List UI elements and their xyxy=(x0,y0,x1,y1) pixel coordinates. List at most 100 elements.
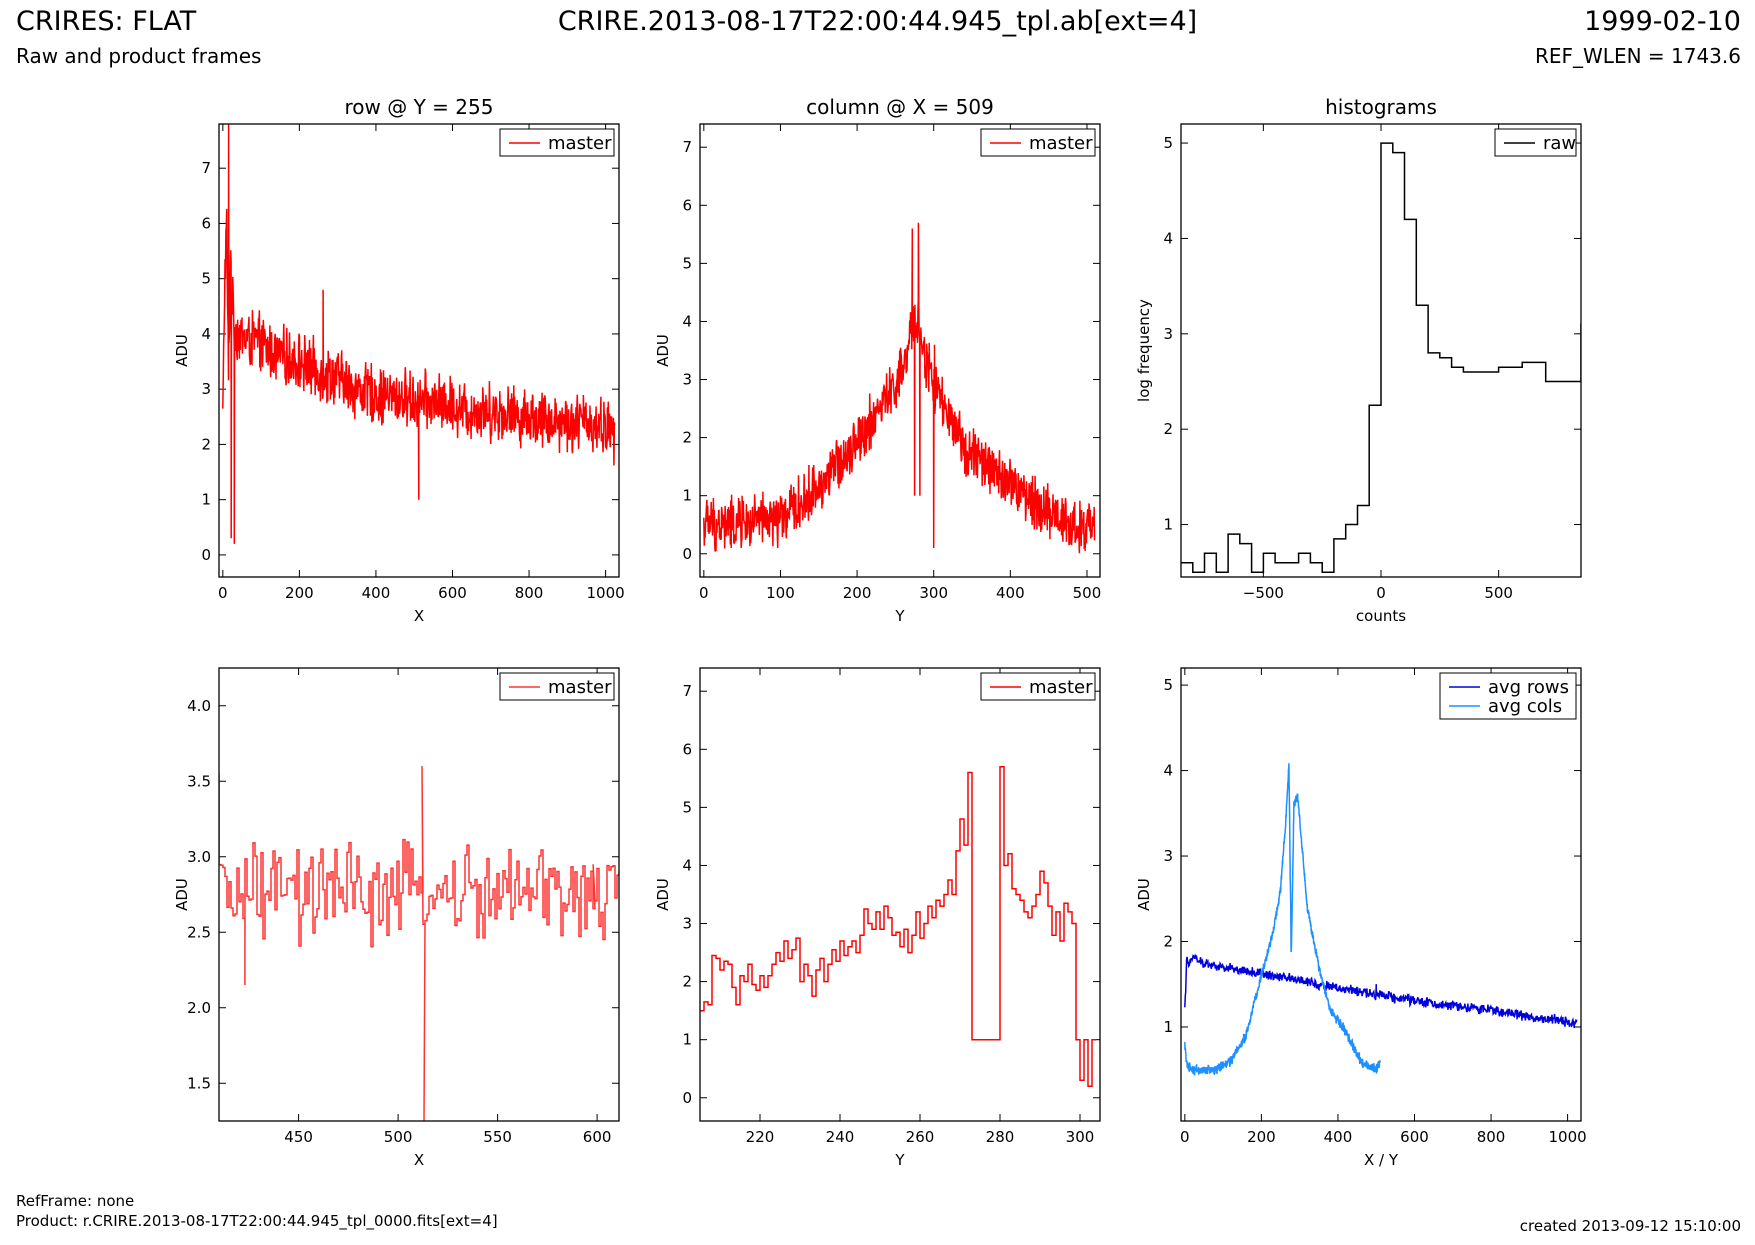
y-tick-label: 2 xyxy=(1163,933,1173,951)
plot-frame xyxy=(218,123,620,578)
legend-box xyxy=(1439,672,1577,720)
y-axis-label: ADU xyxy=(654,334,672,367)
x-tick-label: 800 xyxy=(515,584,544,602)
x-tick-label: 600 xyxy=(438,584,467,602)
y-tick-label: 5 xyxy=(682,798,692,816)
y-tick-label: 2.0 xyxy=(187,999,211,1017)
page-subtitle: Raw and product frames xyxy=(16,44,262,68)
x-tick-label: 400 xyxy=(996,584,1025,602)
x-tick-label: 260 xyxy=(906,1128,935,1146)
x-tick-label: 300 xyxy=(1066,1128,1095,1146)
x-tick-label: 400 xyxy=(362,584,391,602)
y-tick-label: 1 xyxy=(201,491,211,509)
y-tick-label: 3 xyxy=(682,371,692,389)
y-tick-label: 2 xyxy=(1163,420,1173,438)
y-tick-label: 4 xyxy=(682,856,692,874)
series-line-master xyxy=(700,765,1096,1087)
x-tick-label: 200 xyxy=(285,584,314,602)
y-tick-label: 1 xyxy=(682,487,692,505)
x-tick-label: 280 xyxy=(986,1128,1015,1146)
y-tick-label: 5 xyxy=(201,270,211,288)
chart-row_zoom: X ADU 450 500 550 600 1.5 2.0 2.5 3.0 3.5 4.0 master xyxy=(173,667,620,1169)
y-tick-label: 2 xyxy=(682,429,692,447)
y-tick-label: 4 xyxy=(201,325,211,343)
chart-row: row @ Y = 255 X ADU 0 200 400 600 800 1000 0 1 2 3 4 5… xyxy=(173,95,625,625)
file-name: CRIRE.2013-08-17T22:00:44.945_tpl.ab[ext… xyxy=(557,6,1198,37)
x-tick-label: 220 xyxy=(746,1128,775,1146)
ref-frame-label: RefFrame: none xyxy=(16,1192,135,1210)
x-tick-label: 0 xyxy=(218,584,228,602)
legend-label: master xyxy=(1029,133,1093,154)
x-tick-label: 1000 xyxy=(587,584,625,602)
chart-title: row @ Y = 255 xyxy=(345,95,494,119)
x-tick-label: 0 xyxy=(1376,584,1386,602)
y-axis-label: ADU xyxy=(1135,878,1153,911)
x-tick-label: 200 xyxy=(843,584,872,602)
legend-label: master xyxy=(1029,677,1093,698)
y-tick-label: 4 xyxy=(1163,762,1173,780)
x-axis-label: X / Y xyxy=(1364,1151,1399,1169)
series-line-master xyxy=(219,766,619,1121)
legend: raw xyxy=(1494,128,1577,157)
legend-label: avg rows xyxy=(1488,677,1569,698)
plot-frame xyxy=(1180,123,1582,578)
legend: master xyxy=(499,128,615,157)
legend-box xyxy=(499,672,615,701)
x-tick-label: 500 xyxy=(384,1128,413,1146)
legend-label: master xyxy=(548,677,612,698)
y-tick-label: 3 xyxy=(1163,847,1173,865)
x-tick-label: 240 xyxy=(826,1128,855,1146)
x-tick-label: 200 xyxy=(1247,1128,1276,1146)
chart-col_zoom: Y ADU 220 240 260 280 300 0 1 2 3 4 5 6 7 master xyxy=(654,667,1101,1169)
product-label: Product: r.CRIRE.2013-08-17T22:00:44.945… xyxy=(16,1212,498,1230)
x-tick-label: 1000 xyxy=(1549,1128,1587,1146)
legend: master xyxy=(980,672,1096,701)
y-tick-label: 1 xyxy=(1163,1018,1173,1036)
x-tick-label: 300 xyxy=(919,584,948,602)
legend: master xyxy=(499,672,615,701)
y-tick-label: 5 xyxy=(1163,676,1173,694)
y-axis-label: ADU xyxy=(173,334,191,367)
created-label: created 2013-09-12 15:10:00 xyxy=(1519,1217,1741,1235)
plot-frame xyxy=(218,667,620,1122)
y-axis-label: ADU xyxy=(654,878,672,911)
chart-title: histograms xyxy=(1325,95,1437,119)
y-tick-label: 2 xyxy=(201,435,211,453)
legend-label: raw xyxy=(1543,133,1576,154)
y-tick-label: 0 xyxy=(682,545,692,563)
y-tick-label: 2 xyxy=(682,973,692,991)
y-tick-label: 3.5 xyxy=(187,772,211,790)
series-line-avg-cols xyxy=(1184,763,1381,1076)
x-tick-label: 450 xyxy=(284,1128,313,1146)
y-tick-label: 0 xyxy=(201,546,211,564)
page-title: CRIRES: FLAT xyxy=(16,6,197,37)
plot-frame xyxy=(1180,667,1582,1122)
series-line-master xyxy=(703,222,1096,554)
series-line-raw xyxy=(1181,142,1581,573)
y-tick-label: 4 xyxy=(682,312,692,330)
x-tick-label: 0 xyxy=(699,584,709,602)
x-tick-label: −500 xyxy=(1243,584,1284,602)
y-tick-label: 6 xyxy=(682,740,692,758)
x-tick-label: 0 xyxy=(1180,1128,1190,1146)
series-line-avg-rows xyxy=(1184,953,1578,1028)
y-tick-label: 3 xyxy=(682,915,692,933)
y-tick-label: 5 xyxy=(1163,134,1173,152)
y-tick-label: 1 xyxy=(682,1031,692,1049)
x-tick-label: 100 xyxy=(766,584,795,602)
legend-label: master xyxy=(548,133,612,154)
chart-title: column @ X = 509 xyxy=(806,95,994,119)
x-axis-label: X xyxy=(414,1151,424,1169)
y-tick-label: 5 xyxy=(682,254,692,272)
y-tick-label: 7 xyxy=(682,138,692,156)
chart-hist: histograms counts log frequency −500 0 500 1 2 3… xyxy=(1135,95,1582,625)
legend-label: avg cols xyxy=(1488,696,1562,717)
x-tick-label: 500 xyxy=(1073,584,1102,602)
x-axis-label: Y xyxy=(894,607,905,625)
y-tick-label: 6 xyxy=(201,214,211,232)
y-tick-label: 4.0 xyxy=(187,697,211,715)
x-axis-label: X xyxy=(414,607,424,625)
y-tick-label: 3 xyxy=(1163,325,1173,343)
